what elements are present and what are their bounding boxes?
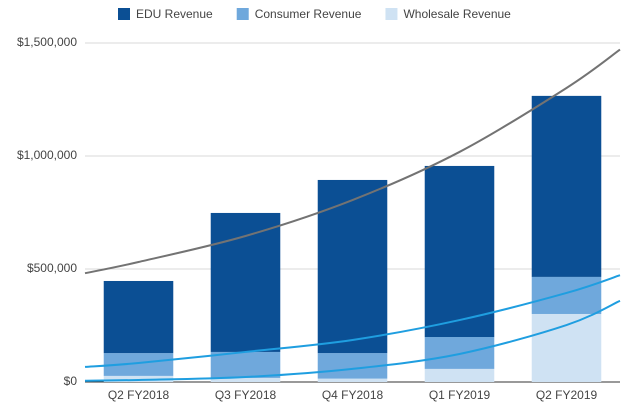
- legend-swatch: [385, 8, 398, 20]
- legend-label: Consumer Revenue: [255, 7, 362, 21]
- trendline: [84, 48, 621, 275]
- bar-segment: [531, 276, 602, 314]
- legend-label: EDU Revenue: [136, 7, 213, 21]
- bar-segment: [210, 377, 281, 382]
- x-tick-label: Q2 FY2019: [536, 388, 598, 402]
- y-tick-label: $500,000: [27, 261, 77, 275]
- bar-segment: [317, 378, 388, 382]
- x-tick-label: Q2 FY2018: [108, 388, 170, 402]
- x-tick-label: Q1 FY2019: [429, 388, 491, 402]
- x-tick-label: Q3 FY2018: [215, 388, 277, 402]
- y-tick-label: $0: [64, 374, 78, 388]
- legend-swatch: [118, 8, 130, 20]
- bar-segment: [424, 165, 495, 338]
- trendline: [84, 299, 621, 382]
- bar-segment: [210, 212, 281, 352]
- bar-segment: [103, 280, 174, 354]
- bar-segment: [103, 375, 174, 382]
- bar-segment: [210, 351, 281, 378]
- legend-label: Wholesale Revenue: [403, 7, 511, 21]
- y-tick-label: $1,000,000: [17, 148, 77, 162]
- x-tick-label: Q4 FY2018: [322, 388, 384, 402]
- bar-segment: [424, 368, 495, 382]
- legend-swatch: [236, 8, 249, 20]
- bar-segment: [531, 95, 602, 277]
- bar-segment: [317, 179, 388, 354]
- y-tick-label: $1,500,000: [17, 35, 77, 49]
- bar-segment: [103, 353, 174, 376]
- trendline: [84, 274, 621, 368]
